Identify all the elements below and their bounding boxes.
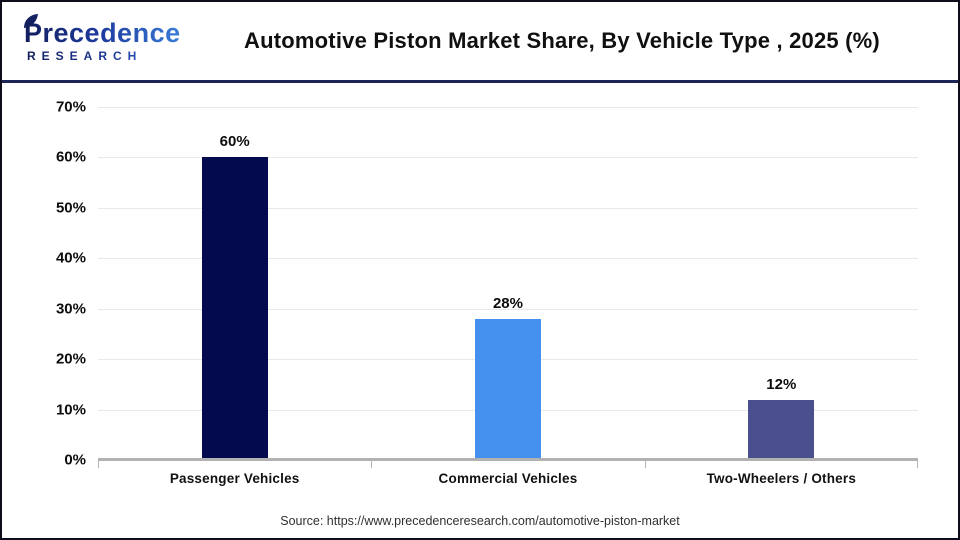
x-axis-tick bbox=[98, 460, 99, 468]
y-tick-label: 60% bbox=[55, 148, 86, 166]
y-tick-label: 10% bbox=[55, 401, 86, 419]
x-axis-labels: Passenger Vehicles Commercial Vehicles T… bbox=[98, 471, 918, 486]
category-label-commercial-vehicles: Commercial Vehicles bbox=[438, 471, 578, 486]
plot-area: 60% 28% 12% bbox=[98, 107, 918, 468]
header-divider bbox=[2, 80, 958, 83]
category-label-passenger-vehicles: Passenger Vehicles bbox=[169, 471, 300, 486]
bar-slot-commercial-vehicles: 28% bbox=[371, 107, 644, 460]
bar-passenger-vehicles bbox=[201, 157, 268, 460]
bar-two-wheelers-others bbox=[748, 399, 815, 460]
bars-group: 60% 28% 12% bbox=[98, 107, 918, 460]
y-tick-label: 40% bbox=[55, 249, 86, 267]
logo-wordmark: Precedence bbox=[24, 20, 192, 47]
y-tick-label: 20% bbox=[55, 350, 86, 368]
y-tick-label: 50% bbox=[55, 199, 86, 217]
bar-slot-two-wheelers-others: 12% bbox=[645, 107, 918, 460]
bar-value-label: 60% bbox=[219, 133, 250, 151]
y-tick-label: 70% bbox=[55, 98, 86, 116]
bar-value-label: 12% bbox=[766, 375, 797, 393]
gridline bbox=[98, 107, 918, 108]
x-axis-tick bbox=[644, 460, 646, 468]
header: Precedence RESEARCH Automotive Piston Ma… bbox=[2, 2, 958, 80]
leaf-icon bbox=[22, 13, 39, 34]
source-note: Source: https://www.precedenceresearch.c… bbox=[280, 514, 680, 528]
category-label-two-wheelers-others: Two-Wheelers / Others bbox=[706, 471, 857, 486]
gridline bbox=[98, 258, 918, 260]
chart-title: Automotive Piston Market Share, By Vehic… bbox=[244, 28, 880, 53]
gridline bbox=[98, 308, 918, 310]
y-tick-label: 30% bbox=[55, 300, 86, 318]
bar-value-label: 28% bbox=[492, 294, 523, 312]
y-tick-label: 0% bbox=[64, 451, 86, 469]
x-axis-tick bbox=[371, 460, 373, 468]
logo-subtitle: RESEARCH bbox=[27, 50, 192, 62]
gridline bbox=[98, 207, 918, 209]
bar-commercial-vehicles bbox=[474, 318, 541, 460]
precedence-logo: Precedence RESEARCH bbox=[2, 14, 192, 62]
gridline bbox=[98, 157, 918, 159]
y-axis-labels: 70% 60% 50% 40% 30% 20% 10% 0% bbox=[2, 99, 86, 469]
x-axis-line bbox=[98, 458, 918, 461]
bar-slot-passenger-vehicles: 60% bbox=[98, 107, 371, 460]
x-axis-tick bbox=[917, 460, 918, 468]
